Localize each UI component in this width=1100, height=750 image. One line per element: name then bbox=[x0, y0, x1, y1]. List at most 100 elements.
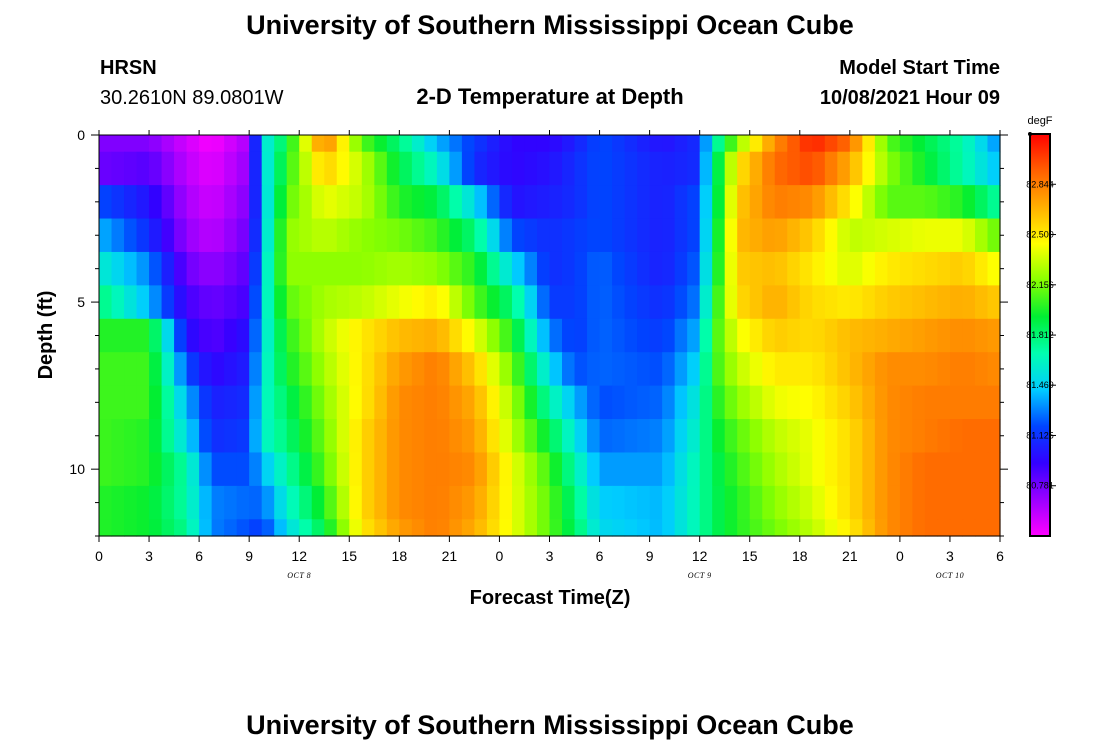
heatmap-cell bbox=[787, 352, 801, 387]
heatmap-cell bbox=[624, 151, 638, 186]
heatmap-cell bbox=[436, 419, 450, 454]
heatmap-cell bbox=[824, 485, 838, 520]
heatmap-cell bbox=[962, 318, 976, 353]
x-tick-label: 0 bbox=[896, 548, 904, 564]
heatmap-cell bbox=[774, 285, 788, 320]
heatmap-cell bbox=[562, 151, 576, 186]
heatmap-cell bbox=[587, 185, 601, 220]
heatmap-cell bbox=[812, 285, 826, 320]
heatmap-cell bbox=[486, 135, 501, 153]
heatmap-cell bbox=[862, 151, 876, 186]
heatmap-cell bbox=[374, 185, 388, 220]
heatmap-cell bbox=[486, 218, 501, 253]
heatmap-cell bbox=[436, 452, 450, 487]
heatmap-cell bbox=[524, 419, 538, 454]
heatmap-cell bbox=[124, 519, 138, 537]
heatmap-cell bbox=[386, 452, 400, 487]
heatmap-cell bbox=[974, 218, 989, 253]
heatmap-cell bbox=[211, 419, 225, 454]
heatmap-cell bbox=[624, 485, 638, 520]
heatmap-cell bbox=[749, 251, 763, 286]
heatmap-cell bbox=[699, 135, 713, 153]
heatmap-cell bbox=[687, 185, 701, 220]
heatmap-cell bbox=[399, 185, 413, 220]
heatmap-cell bbox=[536, 352, 551, 387]
heatmap-cell bbox=[662, 185, 676, 220]
heatmap-cell bbox=[361, 385, 375, 420]
heatmap-cell bbox=[774, 251, 788, 286]
heatmap-cell bbox=[324, 519, 338, 537]
heatmap-cell bbox=[224, 352, 238, 387]
heatmap-cell bbox=[174, 385, 188, 420]
heatmap-cell bbox=[924, 218, 939, 253]
heatmap-cell bbox=[574, 419, 588, 454]
heatmap-cell bbox=[261, 352, 275, 387]
heatmap-cell bbox=[324, 485, 338, 520]
heatmap-cell bbox=[799, 452, 813, 487]
heatmap-cell bbox=[599, 352, 613, 387]
heatmap-cell bbox=[712, 485, 726, 520]
heatmap-cell bbox=[799, 135, 813, 153]
heatmap-cell bbox=[974, 285, 989, 320]
heatmap-cell bbox=[161, 452, 175, 487]
heatmap-cell bbox=[174, 135, 188, 153]
heatmap-cell bbox=[349, 151, 363, 186]
heatmap-cell bbox=[874, 185, 888, 220]
heatmap-cell bbox=[949, 285, 964, 320]
heatmap-cell bbox=[186, 419, 200, 454]
heatmap-cell bbox=[937, 419, 951, 454]
heatmap-cell bbox=[649, 419, 663, 454]
heatmap-cell bbox=[712, 151, 726, 186]
heatmap-cell bbox=[862, 185, 876, 220]
heatmap-cell bbox=[662, 385, 676, 420]
heatmap-cell bbox=[536, 318, 551, 353]
heatmap-cell bbox=[349, 185, 363, 220]
heatmap-cell bbox=[111, 352, 125, 387]
heatmap-cell bbox=[336, 419, 350, 454]
heatmap-cell bbox=[937, 452, 951, 487]
heatmap-cell bbox=[687, 519, 701, 537]
heatmap-cell bbox=[874, 285, 888, 320]
heatmap-cell bbox=[536, 151, 551, 186]
heatmap-cell bbox=[987, 251, 1001, 286]
heatmap-cell bbox=[899, 185, 913, 220]
x-axis: 0 3 6 9 12 15 18 21 0 3 6 9 12 15 18 21 0 3 6 bbox=[95, 130, 1004, 564]
heatmap-cell bbox=[311, 151, 325, 186]
heatmap-cell bbox=[574, 519, 588, 537]
heatmap-cell bbox=[587, 251, 601, 286]
heatmap-cell bbox=[599, 285, 613, 320]
heatmap-cell bbox=[386, 185, 400, 220]
heatmap-cell bbox=[499, 519, 513, 537]
heatmap-cell bbox=[674, 251, 688, 286]
heatmap-cell bbox=[386, 385, 400, 420]
heatmap-cell bbox=[174, 218, 188, 253]
heatmap-cell bbox=[987, 385, 1001, 420]
heatmap-cell bbox=[236, 352, 250, 387]
heatmap-cell bbox=[799, 385, 813, 420]
heatmap-cell bbox=[562, 452, 576, 487]
heatmap-cell bbox=[737, 251, 751, 286]
heatmap-cell bbox=[411, 419, 425, 454]
heatmap-cell bbox=[974, 452, 989, 487]
heatmap-cell bbox=[499, 285, 513, 320]
heatmap-cell bbox=[724, 185, 738, 220]
heatmap-cell bbox=[937, 519, 951, 537]
heatmap-cell bbox=[887, 185, 901, 220]
heatmap-cell bbox=[374, 352, 388, 387]
heatmap-cell bbox=[624, 185, 638, 220]
heatmap-cell bbox=[887, 135, 901, 153]
x-tick-label: 9 bbox=[245, 548, 253, 564]
heatmap-cell bbox=[174, 352, 188, 387]
heatmap-cell bbox=[286, 185, 300, 220]
heatmap-cell bbox=[211, 318, 225, 353]
heatmap-cell bbox=[599, 151, 613, 186]
heatmap-cell bbox=[261, 135, 275, 153]
heatmap-cell bbox=[874, 352, 888, 387]
heatmap-cell bbox=[837, 318, 851, 353]
y-tick-label: 10 bbox=[69, 461, 85, 477]
heatmap-cell bbox=[336, 485, 350, 520]
heatmap-cell bbox=[987, 185, 1001, 220]
heatmap-cell bbox=[774, 135, 788, 153]
heatmap-cell bbox=[211, 285, 225, 320]
heatmap-cell bbox=[386, 318, 400, 353]
